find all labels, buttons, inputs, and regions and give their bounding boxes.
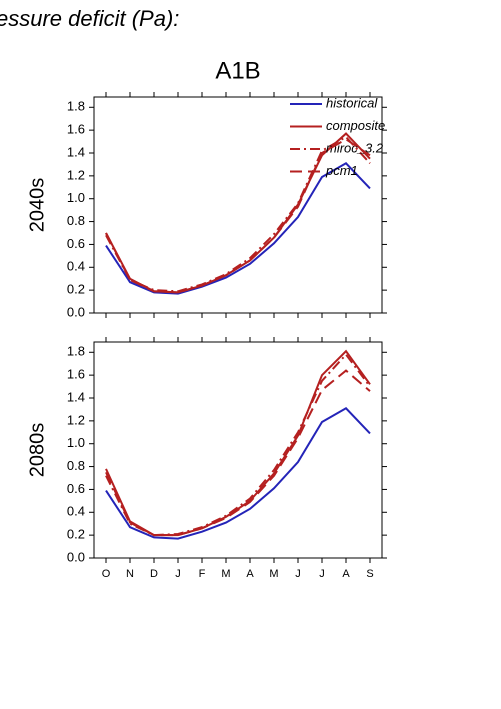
series-line <box>105 369 371 537</box>
y-axis-label: 2040s <box>26 178 48 233</box>
y-axis-label: 2080s <box>26 423 48 478</box>
x-tick-label: J <box>319 568 325 580</box>
y-tick-label: 0.0 <box>67 549 85 564</box>
y-tick-label: 0.2 <box>67 527 85 542</box>
x-tick-label: O <box>102 568 111 580</box>
y-tick-label: 1.4 <box>67 389 85 404</box>
x-tick-label: S <box>366 568 373 580</box>
legend-label: historical <box>326 95 378 110</box>
y-tick-label: 1.0 <box>67 190 85 205</box>
y-tick-label: 1.6 <box>67 122 85 137</box>
y-tick-label: 1.0 <box>67 435 85 450</box>
scenario-title: A1B <box>215 57 260 84</box>
legend-label: miroc_3.2 <box>326 140 384 155</box>
y-tick-label: 0.0 <box>67 304 85 319</box>
series-line <box>105 135 371 293</box>
y-tick-label: 1.8 <box>67 344 85 359</box>
plot-frame <box>93 341 383 559</box>
x-tick-label: F <box>199 568 206 580</box>
y-tick-label: 0.2 <box>67 282 85 297</box>
y-tick-label: 1.4 <box>67 144 85 159</box>
x-tick-label: N <box>126 568 134 580</box>
y-tick-label: 1.2 <box>67 412 85 427</box>
series-line <box>105 407 371 540</box>
plot-frame <box>93 96 383 314</box>
legend-label: composite <box>326 118 385 133</box>
x-tick-label: D <box>150 568 158 580</box>
x-tick-label: J <box>295 568 301 580</box>
y-tick-label: 0.6 <box>67 481 85 496</box>
y-tick-label: 1.2 <box>67 167 85 182</box>
y-tick-label: 0.4 <box>67 259 85 274</box>
y-tick-label: 0.8 <box>67 213 85 228</box>
y-tick-label: 1.6 <box>67 367 85 382</box>
x-tick-label: A <box>342 568 350 580</box>
y-tick-label: 0.8 <box>67 458 85 473</box>
y-tick-label: 1.8 <box>67 99 85 114</box>
y-tick-label: 0.4 <box>67 504 85 519</box>
x-tick-label: M <box>221 568 230 580</box>
y-tick-label: 0.6 <box>67 236 85 251</box>
page-title: essure deficit (Pa): <box>0 6 179 31</box>
series-line <box>105 162 371 295</box>
series-line <box>105 349 371 537</box>
x-tick-label: A <box>246 568 254 580</box>
x-tick-label: J <box>175 568 181 580</box>
x-tick-label: M <box>269 568 278 580</box>
legend-label: pcm1 <box>325 163 358 178</box>
series-line <box>105 138 371 294</box>
